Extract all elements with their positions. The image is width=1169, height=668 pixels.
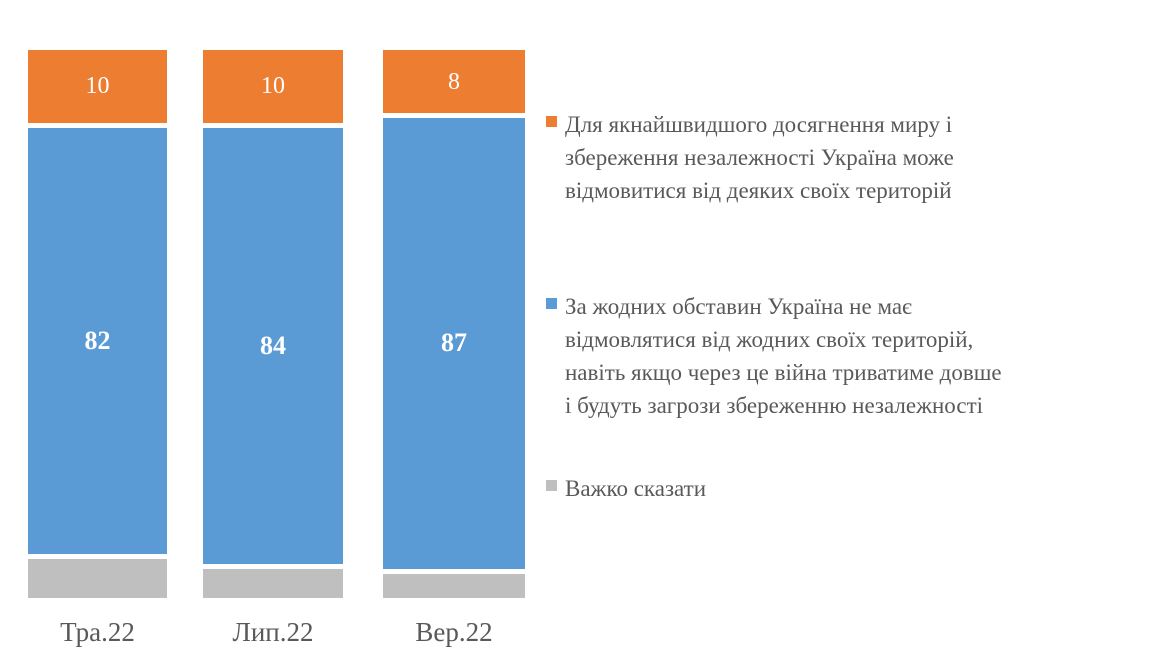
legend-entry: Важко сказати xyxy=(546,472,1156,505)
bar-segment-bottom xyxy=(203,568,343,598)
category-label: Вер.22 xyxy=(415,617,493,647)
chart-plot-area: 10 82 Тра.22 10 84 Лип.22 8 87 Вер.22 xyxy=(0,0,560,668)
bar-segment-top: 8 xyxy=(383,50,525,114)
bar-segment-middle: 84 xyxy=(203,127,343,564)
data-label: 84 xyxy=(260,330,286,360)
data-label: 82 xyxy=(84,325,111,355)
legend-entry: Для якнайшвидшого досягнення миру і збер… xyxy=(546,108,1156,207)
bar-segment-middle: 82 xyxy=(28,127,167,554)
data-label: 10 xyxy=(261,73,285,100)
gray-square-marker xyxy=(546,480,557,491)
data-label: 10 xyxy=(85,73,110,100)
orange-square-marker xyxy=(546,116,557,127)
data-label: 87 xyxy=(441,328,467,358)
bar-segment-bottom xyxy=(28,558,167,598)
category-label: Лип.22 xyxy=(232,617,314,647)
legend-entry-text: За жодних обставин Україна не має відмов… xyxy=(565,294,1002,418)
data-label: 8 xyxy=(448,68,460,95)
bar-Вер.22: 8 87 xyxy=(383,50,525,599)
bar-segment-bottom xyxy=(383,573,525,599)
bar-segment-middle: 87 xyxy=(383,118,525,569)
bar-Тра.22: 10 82 xyxy=(28,50,167,598)
blue-square-marker xyxy=(546,298,557,309)
legend-entry-text: Важко сказати xyxy=(565,476,706,501)
category-label: Тра.22 xyxy=(60,617,135,647)
legend-entry-text: Для якнайшвидшого досягнення миру і збер… xyxy=(565,112,954,203)
legend-entry: За жодних обставин Україна не має відмов… xyxy=(546,290,1156,422)
bar-segment-top: 10 xyxy=(28,50,167,123)
bar-Лип.22: 10 84 xyxy=(203,50,343,598)
bar-segment-top: 10 xyxy=(203,50,343,123)
